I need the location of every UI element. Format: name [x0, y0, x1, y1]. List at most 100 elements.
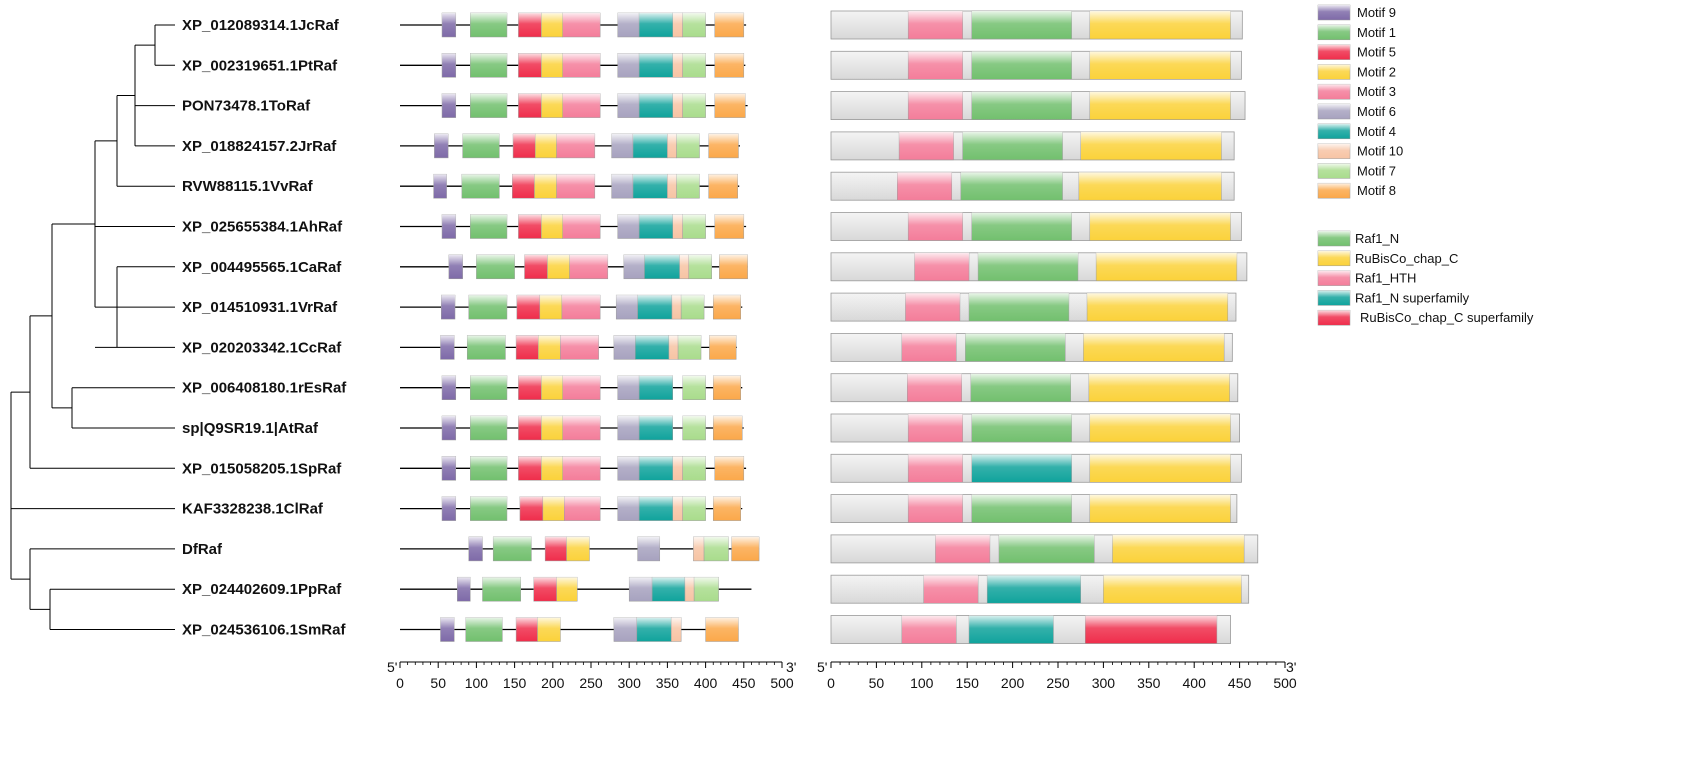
motif-block-shade: [671, 295, 682, 320]
axis-tick-label: 100: [465, 675, 489, 691]
motif-axis: 5' 3' 0 50 100 150 200 250 300 350 400 450 500: [387, 659, 796, 691]
legend-label: Raf1_N superfamily: [1355, 290, 1470, 305]
motif-block-shade: [682, 13, 706, 37]
legend-label: Motif 5: [1357, 45, 1396, 60]
motif-block-shade: [616, 295, 638, 320]
motif-block-shade: [562, 375, 601, 400]
domain-block-shade: [978, 252, 1078, 281]
sequence-label: RVW88115.1VvRaf: [182, 178, 314, 195]
domain-block-shade: [998, 534, 1095, 563]
domain-block-shade: [908, 91, 963, 120]
domain-block-shade: [908, 212, 963, 241]
sequence-label: XP_024402609.1PpRaf: [182, 581, 342, 598]
legend-label: Motif 4: [1357, 124, 1396, 139]
legend-swatch-shade: [1318, 290, 1350, 306]
legend-label: Motif 2: [1357, 64, 1396, 79]
motif-block-shade: [704, 536, 729, 561]
sequence-labels: XP_012089314.1JcRaf XP_002319651.1PtRaf PO…: [182, 17, 347, 639]
motif-block-shade: [629, 577, 653, 602]
legend-label: RuBisCo_chap_C: [1355, 251, 1458, 266]
motif-block-shade: [468, 536, 483, 561]
domain-block-shade: [971, 212, 1072, 241]
legend-label: Motif 9: [1357, 5, 1396, 20]
motif-block-shade: [713, 375, 741, 400]
domain-block-shade: [1089, 91, 1231, 120]
domain-block-shade: [1089, 414, 1231, 442]
domain-block-shade: [962, 131, 1063, 160]
motif-block-shade: [639, 496, 673, 521]
sequence-label: KAF3328238.1ClRaf: [182, 501, 324, 518]
motif-axis-start: 5': [387, 659, 397, 675]
phylogenetic-tree: [10, 24, 175, 630]
motif-block-shade: [623, 254, 645, 279]
sequence-label: PON73478.1ToRaf: [182, 98, 311, 115]
motif-block-shade: [442, 13, 456, 37]
axis-tick-label: 350: [656, 675, 680, 691]
motif-block-shade: [682, 456, 706, 481]
axis-tick-label: 450: [732, 675, 756, 691]
motif-block-shade: [682, 93, 706, 118]
motif-block-shade: [682, 416, 706, 440]
motif-block-shade: [688, 254, 712, 279]
motif-block-shade: [667, 174, 677, 199]
motif-block-shade: [617, 93, 640, 118]
domain-block-shade: [901, 333, 957, 362]
axis-tick-label: 0: [827, 675, 835, 691]
legend-swatch-shade: [1318, 84, 1350, 100]
motif-legend: Motif 9 Motif 1 Motif 5 Motif 2 Motif 3 Motif…: [1317, 4, 1403, 199]
motif-block-shade: [534, 174, 557, 199]
motif-block-shade: [482, 577, 521, 602]
motif-block-shade: [461, 174, 500, 199]
domain-block-shade: [971, 11, 1072, 39]
motif-block-shade: [682, 214, 706, 239]
motif-block-shade: [682, 496, 706, 521]
motif-block-shade: [719, 254, 748, 279]
motif-block-shade: [731, 536, 760, 561]
motif-block-shade: [678, 335, 702, 360]
axis-tick-label: 500: [770, 675, 794, 691]
domain-block-shade: [1083, 333, 1225, 362]
domain-block-shade: [971, 494, 1072, 523]
axis-tick-label: 250: [1046, 675, 1070, 691]
domain-block-shade: [923, 575, 979, 604]
motif-block-shade: [533, 577, 557, 602]
legend-swatch-shade: [1318, 5, 1350, 20]
legend-swatch-shade: [1318, 123, 1350, 139]
legend-swatch-shade: [1318, 231, 1350, 246]
domain-block-shade: [965, 333, 1066, 362]
domain-block-shade: [1089, 51, 1231, 80]
axis-tick-label: 300: [618, 675, 642, 691]
sequence-label: XP_004495565.1CaRaf: [182, 259, 342, 276]
motif-block-shade: [541, 53, 563, 78]
axis-tick-label: 200: [1001, 675, 1025, 691]
sequence-label: XP_006408180.1rEsRaf: [182, 380, 347, 397]
motif-block-shade: [672, 214, 683, 239]
domain-block-shade: [908, 494, 963, 523]
motif-block-shade: [562, 93, 601, 118]
domain-block-shade: [971, 51, 1072, 80]
domain-axis-end: 3': [1286, 659, 1296, 675]
motif-block-shade: [541, 375, 563, 400]
motif-block-shade: [556, 174, 595, 199]
legend-label: Raf1_N: [1355, 231, 1399, 246]
motif-block-shade: [613, 617, 637, 642]
motif-block-shade: [512, 174, 535, 199]
motif-block-shade: [637, 295, 672, 320]
motif-block-shade: [470, 53, 507, 78]
motif-block-shade: [611, 133, 634, 158]
domain-block-shade: [908, 414, 963, 442]
motif-block-shade: [562, 214, 601, 239]
motif-block-shade: [467, 335, 506, 360]
domain-block-shade: [971, 414, 1072, 442]
sequence-label: XP_020203342.1CcRaf: [182, 339, 342, 356]
motif-block-shade: [442, 93, 456, 118]
domain-block-shade: [1103, 575, 1242, 604]
motif-block-shade: [617, 53, 640, 78]
motif-block-shade: [465, 617, 503, 642]
motif-block-shade: [714, 53, 744, 78]
legend-swatch-shade: [1318, 64, 1350, 80]
motif-block-shade: [617, 496, 640, 521]
motif-block-shade: [639, 375, 673, 400]
motif-block-shade: [518, 416, 542, 440]
